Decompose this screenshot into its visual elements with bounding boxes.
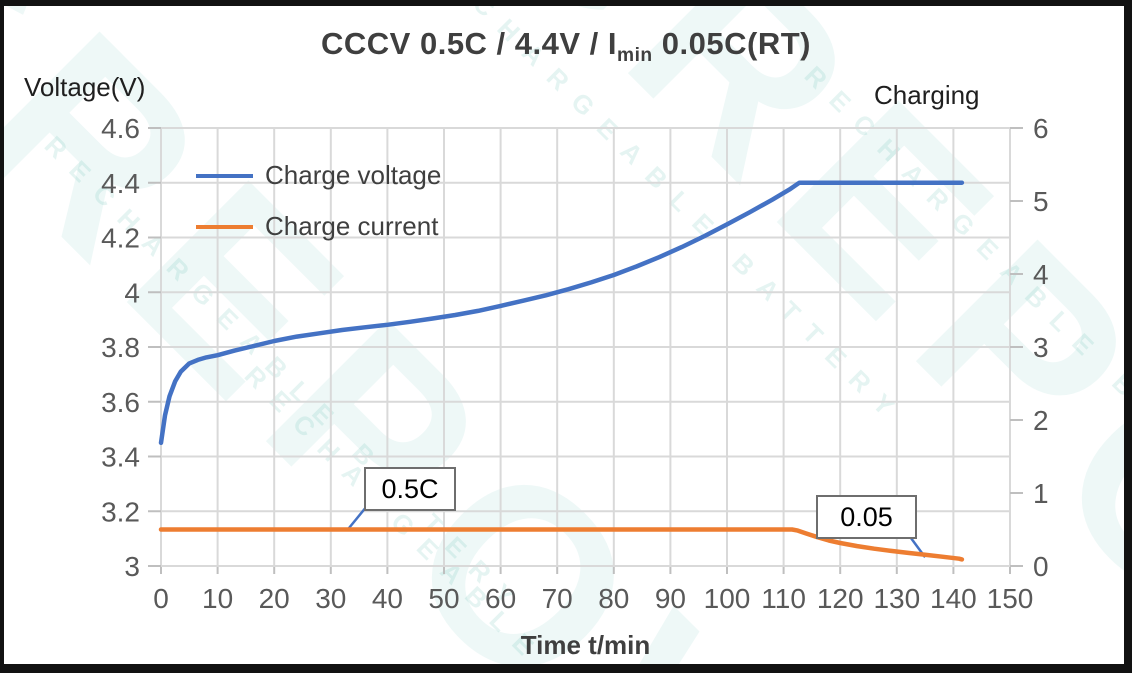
annotation-0p05: 0.05 [816, 495, 917, 539]
svg-text:120: 120 [817, 583, 864, 614]
charge-voltage-line [158, 180, 965, 446]
svg-text:4.6: 4.6 [101, 113, 140, 144]
svg-text:3.4: 3.4 [101, 442, 140, 473]
svg-text:90: 90 [655, 583, 686, 614]
svg-text:0: 0 [153, 583, 169, 614]
x-axis-title: Time t/min [520, 630, 651, 660]
svg-text:100: 100 [704, 583, 751, 614]
svg-text:60: 60 [485, 583, 516, 614]
charge-current-swatch [196, 224, 253, 229]
legend-item-charge-current: Charge current [196, 201, 441, 252]
svg-text:50: 50 [428, 583, 459, 614]
svg-text:6: 6 [1033, 113, 1049, 144]
svg-text:0: 0 [1033, 551, 1049, 582]
svg-text:5: 5 [1033, 186, 1049, 217]
annotation-0p5c: 0.5C [364, 467, 456, 511]
svg-text:2: 2 [1033, 405, 1049, 436]
svg-text:3: 3 [1033, 332, 1049, 363]
svg-text:70: 70 [542, 583, 573, 614]
svg-text:3: 3 [124, 551, 140, 582]
svg-text:140: 140 [930, 583, 977, 614]
svg-text:150: 150 [987, 583, 1034, 614]
charge-voltage-swatch [196, 173, 253, 178]
charge-current-line [158, 527, 965, 562]
svg-text:20: 20 [259, 583, 290, 614]
svg-text:4: 4 [1033, 259, 1049, 290]
svg-text:3.2: 3.2 [101, 496, 140, 527]
svg-text:30: 30 [315, 583, 346, 614]
legend-label: Charge voltage [265, 160, 442, 190]
svg-text:80: 80 [598, 583, 629, 614]
svg-text:4.4: 4.4 [101, 168, 140, 199]
svg-text:130: 130 [873, 583, 920, 614]
svg-text:3.6: 3.6 [101, 387, 140, 418]
legend: Charge voltage Charge current [196, 150, 441, 252]
svg-text:110: 110 [761, 583, 806, 614]
chart-title: CCCV 0.5C / 4.4V / Imin 0.05C(RT) [321, 26, 811, 67]
svg-text:3.8: 3.8 [101, 332, 140, 363]
legend-item-charge-voltage: Charge voltage [196, 150, 441, 201]
left-axis-title: Voltage(V) [24, 72, 146, 102]
legend-label: Charge current [265, 211, 439, 241]
svg-text:1: 1 [1033, 478, 1049, 509]
svg-text:40: 40 [372, 583, 403, 614]
svg-text:4: 4 [124, 277, 140, 308]
svg-text:10: 10 [202, 583, 233, 614]
right-axis-title: Charging [874, 80, 980, 110]
svg-text:4.2: 4.2 [101, 223, 140, 254]
